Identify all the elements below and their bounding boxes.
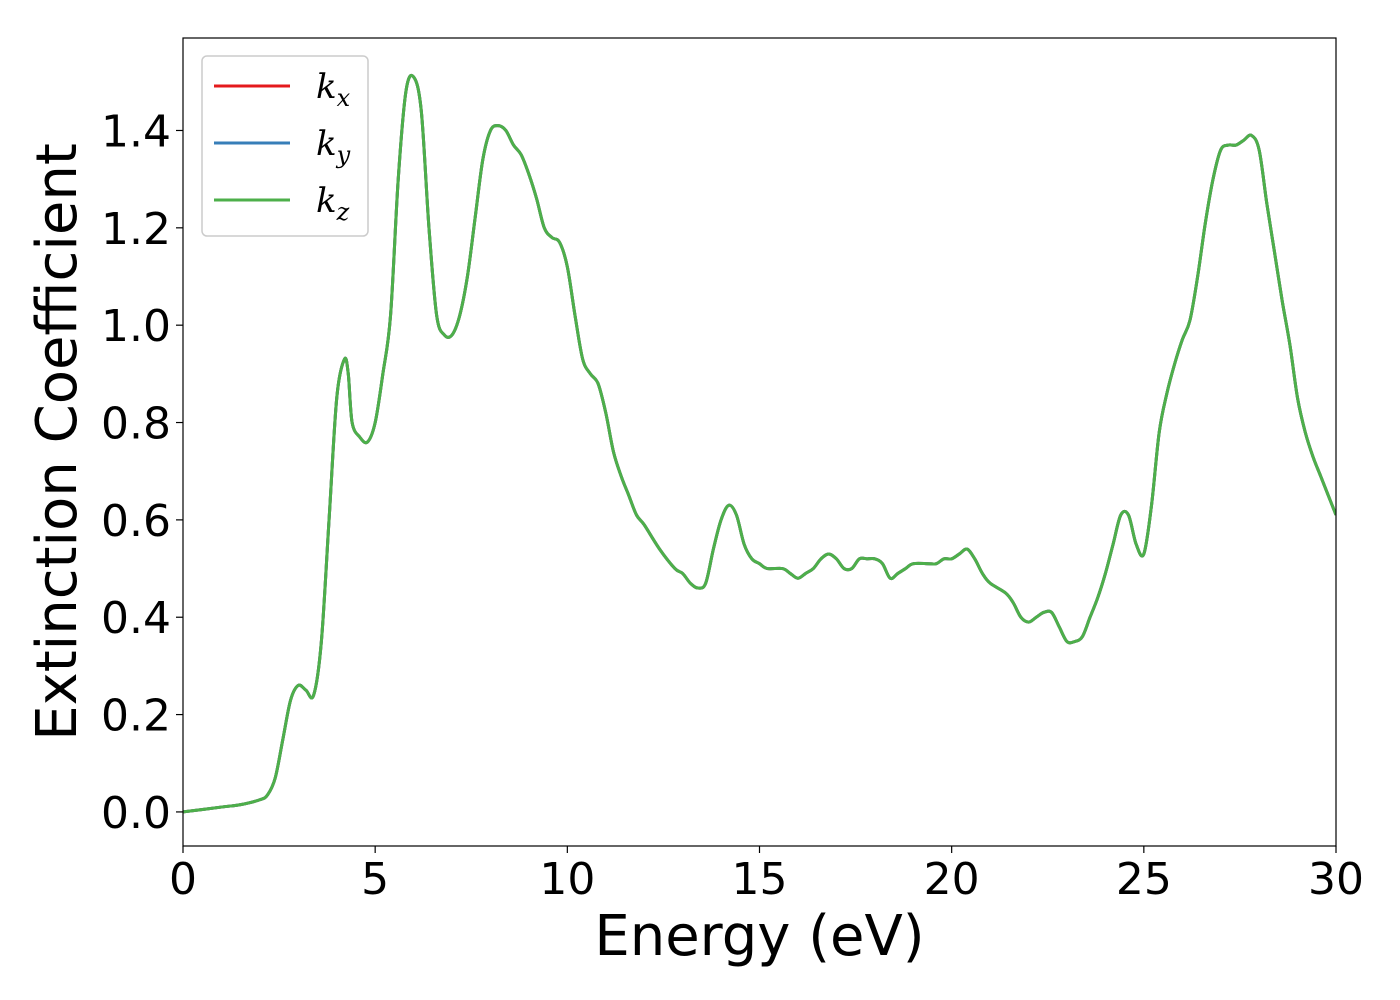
x-tick-label: 25: [1116, 854, 1172, 905]
x-tick-label: 30: [1308, 854, 1364, 905]
y-tick-label: 0.8: [101, 399, 171, 450]
legend-entry-subscript: x: [337, 84, 351, 112]
legend-entry: kz: [316, 181, 350, 226]
legend-box: [201, 55, 369, 237]
x-tick-label: 5: [361, 854, 389, 905]
legend-entry-symbol: k: [316, 181, 337, 221]
legend-entry-subscript: y: [336, 141, 351, 169]
y-tick-label: 0.6: [101, 496, 171, 547]
x-tick-label: 10: [539, 854, 595, 905]
y-axis-label: Extinction Coefficient: [25, 143, 90, 741]
series-line-k-z: [183, 73, 1336, 814]
y-tick-label: 0.0: [101, 788, 171, 839]
x-axis-label: Energy (eV): [594, 904, 924, 969]
legend-entry-symbol: k: [316, 67, 337, 107]
legend-entry: kx: [316, 67, 351, 112]
x-tick-label: 0: [169, 854, 197, 905]
y-tick-label: 0.2: [101, 691, 171, 742]
y-axis: 0.0 0.2 0.4 0.6 0.8 1.0 1.2 1.4: [101, 106, 183, 839]
y-tick-label: 1.4: [101, 106, 171, 157]
y-tick-label: 1.2: [101, 204, 171, 255]
legend-entry-subscript: z: [336, 198, 350, 226]
y-tick-label: 0.4: [101, 593, 171, 644]
legend-entry: ky: [316, 124, 351, 169]
series-layer: [183, 73, 1336, 814]
y-tick-label: 1.0: [101, 301, 171, 352]
legend-entry-symbol: k: [316, 124, 337, 164]
x-tick-label: 15: [732, 854, 788, 905]
x-axis: 0 5 10 15 20 25 30: [169, 846, 1364, 905]
x-tick-label: 20: [924, 854, 980, 905]
